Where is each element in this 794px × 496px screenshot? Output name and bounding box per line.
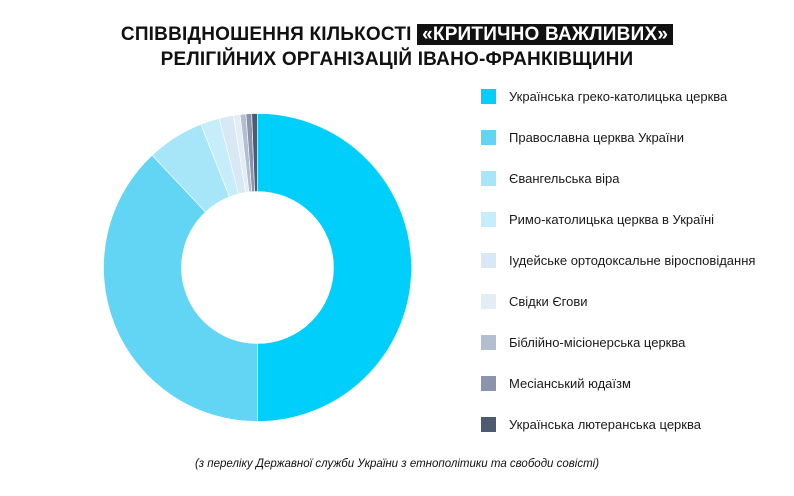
chart-title-line2: РЕЛІГІЙНИХ ОРГАНІЗАЦІЙ ІВАНО-ФРАНКІВЩИНИ <box>160 49 634 70</box>
donut-slice-1 <box>257 113 412 422</box>
source-note: (з переліку Державної служби України з е… <box>194 458 600 470</box>
donut-chart <box>103 113 412 422</box>
legend-label: Свідки Єгови <box>509 293 588 309</box>
legend-item-6: Свідки Єгови <box>481 291 781 311</box>
legend-item-5: Іудейське ортодоксальне віросповідання <box>481 250 781 270</box>
chart-title-highlight: «КРИТИЧНО ВАЖЛИВИХ» <box>417 24 674 45</box>
legend-item-1: Українська греко-католицька церква <box>481 86 781 106</box>
chart-legend: Українська греко-католицька церква Правос… <box>481 86 781 455</box>
legend-label: Православна церква України <box>509 129 684 145</box>
legend-label: Іудейське ортодоксальне віросповідання <box>509 252 756 268</box>
legend-item-7: Біблійно-місіонерська церква <box>481 332 781 352</box>
legend-label: Українська лютеранська церква <box>509 416 701 432</box>
chart-title: СПІВВІДНОШЕННЯ КІЛЬКОСТІ «КРИТИЧНО ВАЖЛИ… <box>0 22 794 72</box>
legend-swatch <box>481 129 496 145</box>
donut-slice-2 <box>103 154 258 422</box>
legend-item-4: Римо-католицька церква в Україні <box>481 209 781 229</box>
legend-swatch <box>481 375 496 391</box>
chart-title-prefix: СПІВВІДНОШЕННЯ КІЛЬКОСТІ <box>120 24 418 45</box>
legend-swatch <box>481 88 496 104</box>
legend-item-2: Православна церква України <box>481 127 781 147</box>
legend-label: Месіанський юдаїзм <box>509 375 631 391</box>
legend-swatch <box>481 334 496 350</box>
legend-label: Євангельська віра <box>509 170 620 186</box>
legend-swatch <box>481 293 496 309</box>
legend-item-8: Месіанський юдаїзм <box>481 373 781 393</box>
legend-swatch <box>481 170 496 186</box>
donut-slice-9 <box>251 113 258 192</box>
legend-swatch <box>481 252 496 268</box>
legend-swatch <box>481 211 496 227</box>
legend-item-3: Євангельська віра <box>481 168 781 188</box>
legend-item-9: Українська лютеранська церква <box>481 414 781 434</box>
legend-swatch <box>481 416 496 432</box>
legend-label: Біблійно-місіонерська церква <box>509 334 686 350</box>
legend-label: Українська греко-католицька церква <box>509 88 728 104</box>
chart-title-line1: СПІВВІДНОШЕННЯ КІЛЬКОСТІ «КРИТИЧНО ВАЖЛИ… <box>0 22 794 47</box>
legend-label: Римо-католицька церква в Україні <box>509 211 715 227</box>
